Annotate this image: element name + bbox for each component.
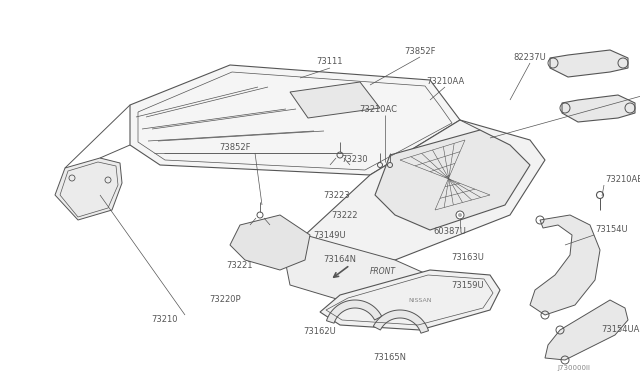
Polygon shape <box>326 300 381 323</box>
Text: 73159U: 73159U <box>452 280 484 289</box>
Text: 73165N: 73165N <box>374 353 406 362</box>
Text: 73221: 73221 <box>227 260 253 269</box>
Text: 73852F: 73852F <box>404 48 436 57</box>
Text: 73230: 73230 <box>342 155 368 164</box>
Polygon shape <box>562 95 635 122</box>
Polygon shape <box>320 270 500 330</box>
Text: 73164N: 73164N <box>323 256 356 264</box>
Text: 82237U: 82237U <box>514 54 547 62</box>
Text: 73154UA: 73154UA <box>601 326 639 334</box>
Text: 73210: 73210 <box>152 315 179 324</box>
Text: 60387U: 60387U <box>433 228 467 237</box>
Text: NISSAN: NISSAN <box>408 298 432 302</box>
Polygon shape <box>373 310 429 333</box>
Text: 73111: 73111 <box>317 58 343 67</box>
Polygon shape <box>290 82 380 118</box>
Polygon shape <box>550 50 628 77</box>
Text: 73223: 73223 <box>324 190 350 199</box>
Polygon shape <box>230 215 310 270</box>
Text: FRONT: FRONT <box>370 267 396 276</box>
Text: 73210AC: 73210AC <box>359 106 397 115</box>
Text: J730000II: J730000II <box>557 365 590 371</box>
Polygon shape <box>130 65 460 175</box>
Text: 73162U: 73162U <box>303 327 337 337</box>
Text: 73210AA: 73210AA <box>426 77 464 87</box>
Text: 73852F: 73852F <box>220 144 251 153</box>
Polygon shape <box>285 235 450 310</box>
Text: 73210AB: 73210AB <box>605 176 640 185</box>
Polygon shape <box>530 215 600 315</box>
Text: 73154U: 73154U <box>595 225 628 234</box>
Polygon shape <box>375 130 530 230</box>
Circle shape <box>456 211 464 219</box>
Polygon shape <box>55 158 122 220</box>
Text: 73149U: 73149U <box>314 231 346 240</box>
Text: 73222: 73222 <box>332 211 358 219</box>
Text: 73220P: 73220P <box>209 295 241 305</box>
Polygon shape <box>545 300 628 360</box>
Circle shape <box>458 213 462 217</box>
Text: 73163U: 73163U <box>452 253 484 263</box>
Polygon shape <box>305 120 545 260</box>
